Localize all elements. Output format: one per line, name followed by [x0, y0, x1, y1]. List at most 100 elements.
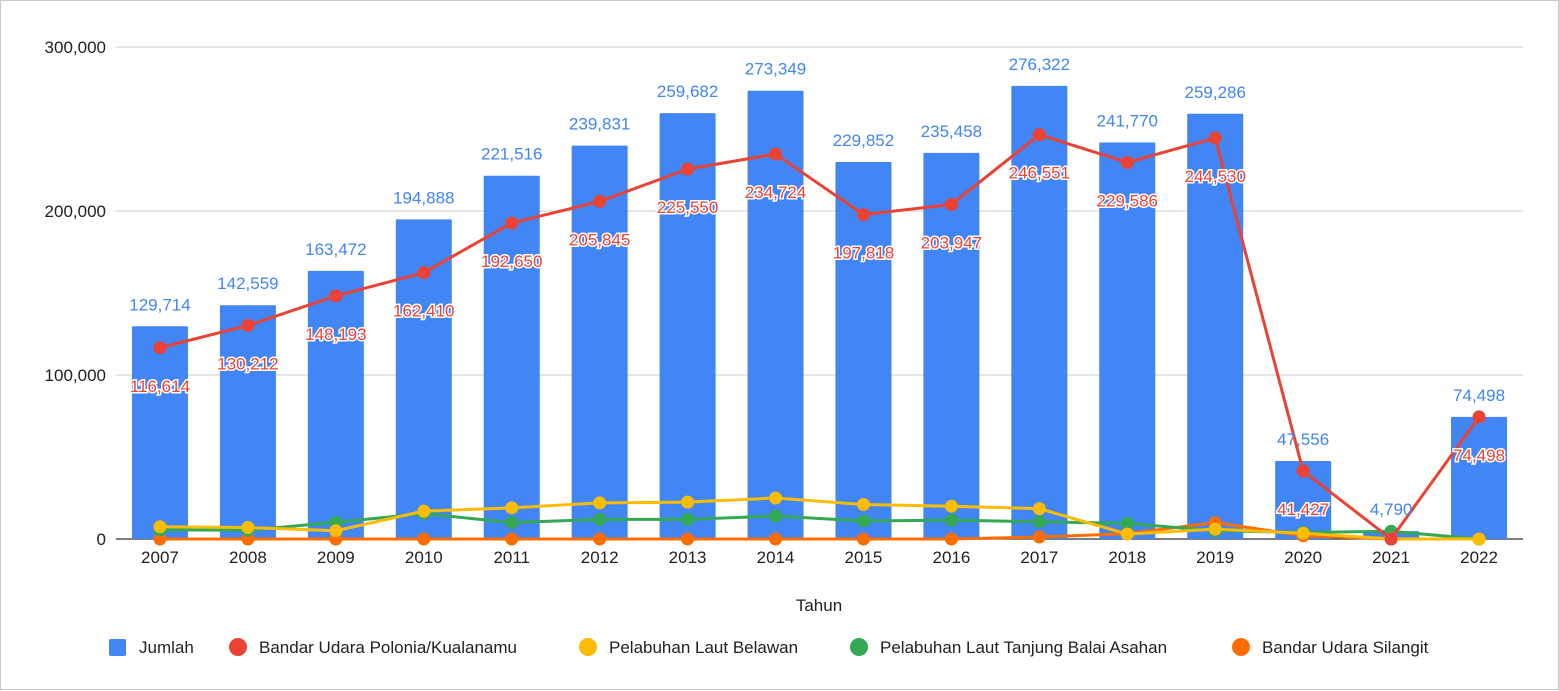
- data-point[interactable]: [1296, 464, 1310, 478]
- data-point[interactable]: [681, 162, 695, 176]
- data-point[interactable]: [1120, 155, 1134, 169]
- data-point[interactable]: [417, 532, 431, 546]
- legend: Jumlah Bandar Udara Polonia/Kualanamu Pela…: [109, 638, 1429, 657]
- data-point[interactable]: [153, 532, 167, 546]
- data-point[interactable]: [505, 501, 519, 515]
- data-point[interactable]: [1032, 530, 1046, 544]
- data-point[interactable]: [1208, 131, 1222, 145]
- data-point[interactable]: [241, 521, 255, 535]
- bar[interactable]: [923, 152, 980, 539]
- y-tick-label: 200,000: [45, 202, 106, 221]
- bar[interactable]: [307, 270, 364, 539]
- data-point[interactable]: [769, 491, 783, 505]
- data-point[interactable]: [681, 495, 695, 509]
- bar-value-label: 47,556: [1277, 430, 1329, 449]
- data-point[interactable]: [1384, 532, 1398, 546]
- data-point[interactable]: [1296, 526, 1310, 540]
- bar-value-label: 163,472: [305, 240, 366, 259]
- series-line: [159, 133, 1481, 541]
- bar[interactable]: [219, 305, 276, 539]
- data-point[interactable]: [769, 532, 783, 546]
- legend-label: Pelabuhan Laut Tanjung Balai Asahan: [880, 638, 1167, 657]
- data-point[interactable]: [593, 194, 607, 208]
- data-point[interactable]: [505, 216, 519, 230]
- bar[interactable]: [395, 219, 452, 540]
- line-value-label: 225,550: [657, 198, 718, 217]
- bar[interactable]: [1451, 416, 1508, 539]
- legend-item[interactable]: Bandar Udara Silangit: [1232, 638, 1429, 657]
- data-point[interactable]: [944, 532, 958, 546]
- bar[interactable]: [659, 113, 716, 539]
- legend-item[interactable]: Pelabuhan Laut Belawan: [579, 638, 798, 657]
- bar-value-label: 259,286: [1184, 83, 1245, 102]
- data-point[interactable]: [1472, 410, 1486, 424]
- y-tick-label: 100,000: [45, 366, 106, 385]
- data-point[interactable]: [944, 198, 958, 212]
- x-tick-label: 2014: [757, 548, 795, 567]
- bar-value-label: 74,498: [1453, 386, 1505, 405]
- bar[interactable]: [571, 145, 628, 539]
- data-point[interactable]: [1120, 516, 1134, 530]
- data-point[interactable]: [329, 524, 343, 538]
- x-tick-label: 2013: [669, 548, 707, 567]
- bar-value-label: 229,852: [833, 131, 894, 150]
- bar[interactable]: [1187, 113, 1244, 539]
- line-value-label: 148,193: [305, 325, 366, 344]
- data-point[interactable]: [681, 512, 695, 526]
- x-tick-label: 2021: [1372, 548, 1410, 567]
- line-series: [153, 128, 1486, 546]
- series-line: [159, 521, 1480, 541]
- legend-item[interactable]: Bandar Udara Polonia/Kualanamu: [229, 638, 517, 657]
- data-point[interactable]: [1032, 515, 1046, 529]
- bar-series: [131, 85, 1508, 540]
- data-point[interactable]: [1032, 128, 1046, 142]
- bar[interactable]: [1099, 142, 1156, 539]
- bar[interactable]: [1011, 85, 1068, 540]
- bar-value-label: 129,714: [129, 295, 190, 314]
- line-value-label: 74,498: [1453, 446, 1505, 465]
- data-point[interactable]: [593, 496, 607, 510]
- bar[interactable]: [835, 162, 892, 539]
- legend-swatch: [229, 638, 247, 656]
- data-point[interactable]: [593, 532, 607, 546]
- data-point[interactable]: [1032, 502, 1046, 516]
- data-point[interactable]: [505, 516, 519, 530]
- data-point[interactable]: [769, 509, 783, 523]
- legend-item[interactable]: Jumlah: [109, 638, 194, 657]
- y-tick-label: 300,000: [45, 38, 106, 57]
- data-point[interactable]: [856, 514, 870, 528]
- data-point[interactable]: [681, 532, 695, 546]
- data-point[interactable]: [417, 266, 431, 280]
- data-point[interactable]: [944, 513, 958, 527]
- data-point[interactable]: [505, 532, 519, 546]
- data-point[interactable]: [769, 147, 783, 161]
- bar[interactable]: [747, 90, 804, 539]
- data-point[interactable]: [1208, 522, 1222, 536]
- data-point[interactable]: [417, 504, 431, 518]
- data-point[interactable]: [329, 289, 343, 303]
- legend-swatch: [1232, 638, 1250, 656]
- bar-value-label: 142,559: [217, 274, 278, 293]
- data-point[interactable]: [944, 499, 958, 513]
- legend-swatch: [109, 639, 126, 656]
- data-point[interactable]: [593, 512, 607, 526]
- data-point[interactable]: [1120, 527, 1134, 541]
- x-tick-label: 2015: [845, 548, 883, 567]
- data-point[interactable]: [856, 498, 870, 512]
- line-value-label: 246,551: [1009, 164, 1070, 183]
- legend-item[interactable]: Pelabuhan Laut Tanjung Balai Asahan: [850, 638, 1167, 657]
- data-point[interactable]: [153, 341, 167, 355]
- x-axis-title: Tahun: [796, 596, 842, 615]
- data-point[interactable]: [1472, 532, 1486, 546]
- data-point[interactable]: [856, 208, 870, 222]
- bar[interactable]: [131, 326, 188, 539]
- data-point[interactable]: [241, 318, 255, 332]
- data-point[interactable]: [856, 532, 870, 546]
- data-point[interactable]: [153, 520, 167, 534]
- x-tick-label: 2019: [1196, 548, 1234, 567]
- bar[interactable]: [483, 175, 540, 540]
- line-value-label: 244,530: [1184, 167, 1245, 186]
- x-tick-label: 2018: [1108, 548, 1146, 567]
- bar-value-label: 259,682: [657, 82, 718, 101]
